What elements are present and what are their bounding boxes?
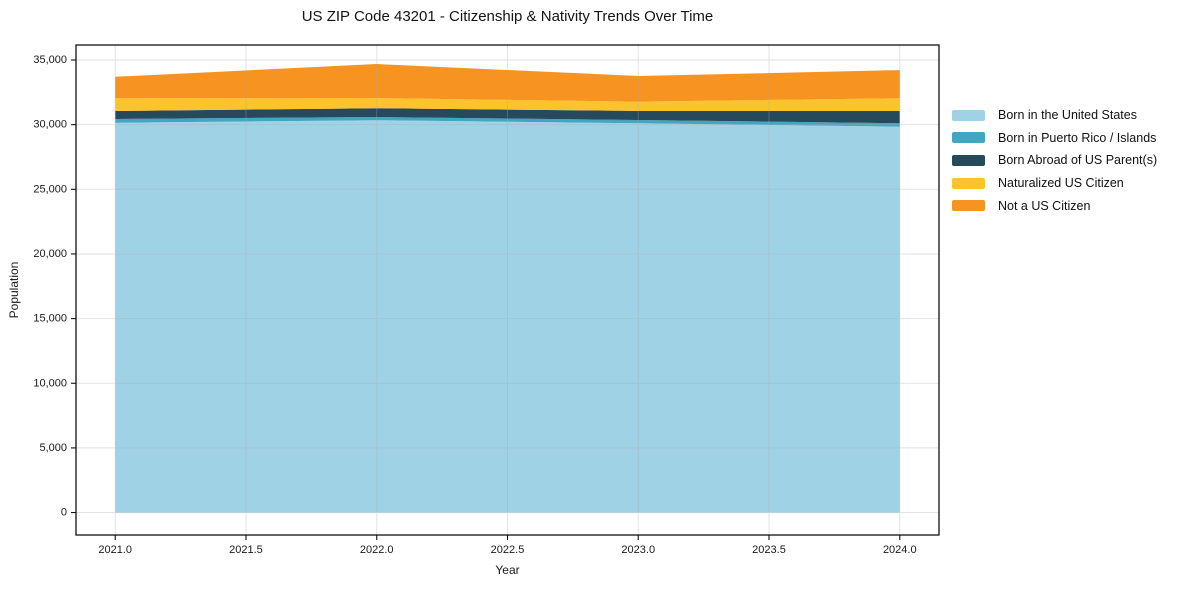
x-tick-label: 2024.0 bbox=[883, 544, 917, 556]
area-series-0 bbox=[115, 120, 900, 513]
legend-swatch-icon bbox=[952, 200, 985, 212]
area-series-2 bbox=[115, 108, 900, 124]
y-tick-label: 25,000 bbox=[33, 183, 67, 195]
legend-item-0: Born in the United States bbox=[952, 104, 1157, 127]
tick-marks bbox=[71, 59, 901, 540]
legend-item-3: Naturalized US Citizen bbox=[952, 172, 1157, 195]
legend-swatch-icon bbox=[952, 109, 985, 121]
legend-label: Not a US Citizen bbox=[998, 198, 1091, 213]
legend-swatch-icon bbox=[952, 154, 985, 166]
legend-label: Born Abroad of US Parent(s) bbox=[998, 153, 1158, 168]
gridlines bbox=[76, 45, 939, 535]
legend-swatch-icon bbox=[952, 132, 985, 144]
area-series-3 bbox=[115, 98, 900, 111]
x-tick-label: 2023.5 bbox=[752, 544, 786, 556]
y-tick-label: 5,000 bbox=[39, 442, 67, 454]
y-axis-label: Population bbox=[7, 261, 21, 319]
stacked-areas bbox=[115, 64, 900, 513]
legend-item-1: Born in Puerto Rico / Islands bbox=[952, 127, 1157, 150]
x-tick-label: 2022.0 bbox=[360, 544, 394, 556]
legend-label: Born in the United States bbox=[998, 108, 1137, 123]
legend-label: Born in Puerto Rico / Islands bbox=[998, 130, 1157, 145]
legend: Born in the United States Born in Puerto … bbox=[952, 104, 1157, 217]
legend-swatch-icon bbox=[952, 177, 985, 189]
area-series-4 bbox=[115, 64, 900, 102]
y-tick-label: 35,000 bbox=[33, 54, 67, 66]
x-tick-label: 2022.5 bbox=[491, 544, 525, 556]
legend-item-4: Not a US Citizen bbox=[952, 194, 1157, 217]
x-tick-label: 2021.0 bbox=[98, 544, 132, 556]
chart-title: US ZIP Code 43201 - Citizenship & Nativi… bbox=[301, 8, 714, 25]
tick-labels: 2021.0 2021.5 2022.0 2022.5 2023.0 2023.5 2024… bbox=[33, 54, 916, 556]
y-tick-label: 0 bbox=[61, 507, 67, 519]
legend-item-2: Born Abroad of US Parent(s) bbox=[952, 149, 1157, 172]
y-tick-label: 10,000 bbox=[33, 377, 67, 389]
x-tick-label: 2023.0 bbox=[621, 544, 655, 556]
area-series-1 bbox=[115, 117, 900, 127]
y-tick-label: 15,000 bbox=[33, 313, 67, 325]
legend-label: Naturalized US Citizen bbox=[998, 176, 1124, 191]
y-tick-label: 30,000 bbox=[33, 119, 67, 131]
y-tick-label: 20,000 bbox=[33, 248, 67, 260]
x-axis-label: Year bbox=[495, 563, 520, 577]
x-tick-label: 2021.5 bbox=[229, 544, 263, 556]
